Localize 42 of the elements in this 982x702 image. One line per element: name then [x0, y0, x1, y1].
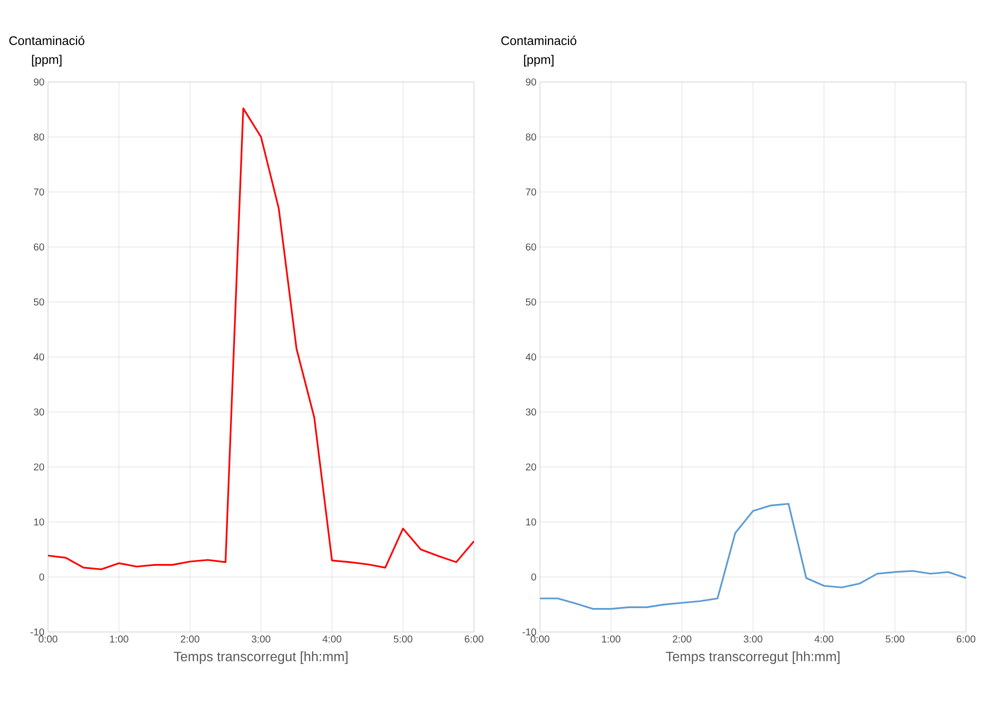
x-tick-label: 1:00: [110, 636, 128, 643]
y-tick-label: 70: [34, 188, 44, 196]
x-tick-label: 1:00: [602, 636, 620, 643]
y-tick-label: 90: [34, 78, 44, 86]
x-tick-label: 3:00: [744, 636, 762, 643]
x-tick-label: 3:00: [252, 636, 270, 643]
line-series: [48, 108, 474, 570]
x-tick-label: 0:00: [530, 636, 550, 643]
y-tick-label: 50: [34, 298, 44, 306]
x-tick-label: 5:00: [886, 636, 904, 643]
x-tick-label: 0:00: [38, 636, 58, 643]
y-tick-label: 60: [34, 243, 44, 251]
y-axis-title: Contaminació [ppm]: [501, 36, 576, 66]
x-tick-label: 5:00: [394, 636, 412, 643]
y-tick-label: 20: [526, 463, 536, 471]
y-tick-label: 90: [526, 78, 536, 86]
y-tick-label: 30: [526, 408, 536, 416]
y-tick-label: 80: [526, 133, 536, 141]
line-series: [540, 502, 966, 610]
y-tick-label: 50: [526, 298, 536, 306]
x-axis-title: Temps transcorregut [hh:mm]: [666, 651, 840, 664]
y-tick-label: 10: [34, 518, 44, 526]
y-tick-label: 40: [34, 353, 44, 361]
x-tick-label: 4:00: [814, 636, 834, 643]
y-tick-label: -10: [522, 628, 536, 636]
y-tick-label: 30: [34, 408, 44, 416]
y-tick-label: 60: [526, 243, 536, 251]
y-tick-label: 40: [526, 353, 536, 361]
y-tick-label: 70: [526, 188, 536, 196]
y-tick-label: 0: [531, 573, 536, 581]
y-tick-label: 20: [34, 463, 44, 471]
y-tick-label: -10: [30, 628, 44, 636]
x-tick-label: 6:00: [464, 636, 484, 643]
x-tick-label: 6:00: [956, 636, 976, 643]
y-tick-label: 10: [526, 518, 536, 526]
x-axis-title: Temps transcorregut [hh:mm]: [174, 651, 348, 664]
y-axis-title: Contaminació [ppm]: [9, 36, 84, 66]
y-tick-label: 80: [34, 133, 44, 141]
y-tick-label: 0: [39, 573, 44, 581]
x-tick-label: 4:00: [322, 636, 342, 643]
x-tick-label: 2:00: [672, 636, 692, 643]
x-tick-label: 2:00: [180, 636, 200, 643]
